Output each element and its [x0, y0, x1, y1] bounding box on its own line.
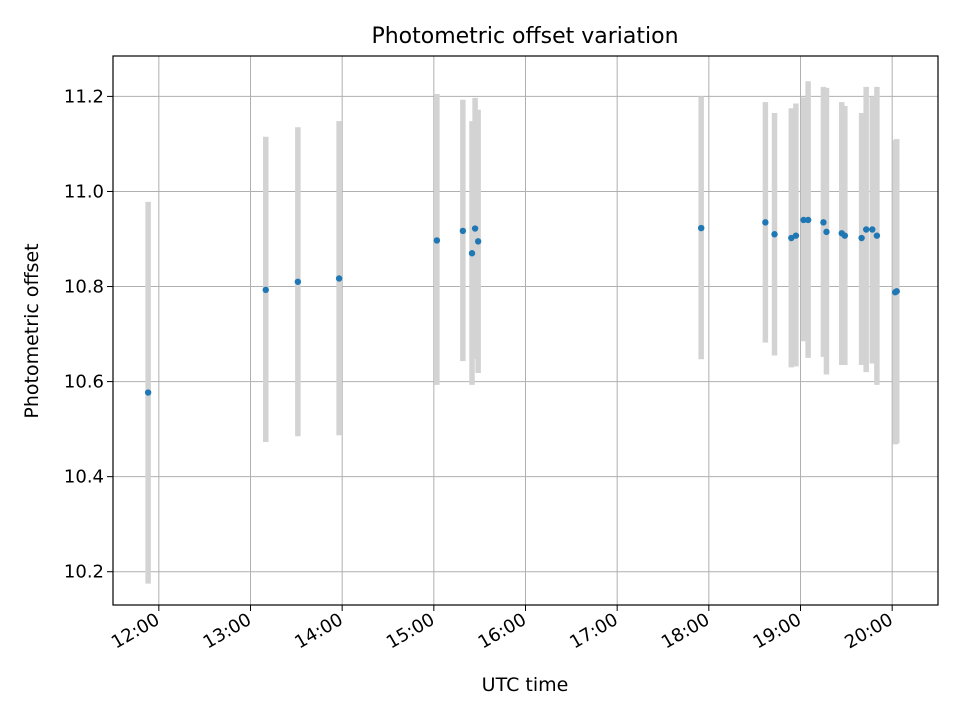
x-tick-label: 17:00 — [566, 609, 621, 653]
y-tick-label: 11.0 — [64, 181, 104, 202]
data-point — [474, 238, 482, 245]
x-tick-label: 14:00 — [291, 609, 346, 653]
data-point — [862, 226, 870, 233]
x-tick-label: 19:00 — [750, 609, 805, 653]
y-tick-label: 10.4 — [64, 467, 104, 488]
data-point — [433, 237, 441, 244]
grid — [113, 56, 938, 605]
data-point — [459, 227, 467, 235]
y-axis-label: Photometric offset — [21, 243, 43, 418]
x-tick-label: 16:00 — [475, 609, 530, 653]
x-tick-label: 18:00 — [658, 609, 713, 653]
y-tick-label: 10.2 — [64, 562, 104, 583]
data-point — [869, 226, 876, 233]
x-tick-label: 15:00 — [383, 609, 438, 653]
x-axis-label: UTC time — [482, 674, 569, 696]
data-point — [335, 275, 343, 282]
chart-title: Photometric offset variation — [371, 24, 678, 49]
data-point — [800, 216, 807, 224]
x-tick-label: 20:00 — [841, 609, 896, 653]
error-bars — [145, 81, 900, 584]
data-point — [873, 232, 881, 239]
x-tick-label: 12:00 — [108, 609, 163, 653]
y-tick-label: 10.8 — [64, 277, 104, 298]
data-point — [804, 216, 812, 224]
y-tick-label: 11.2 — [64, 86, 104, 107]
data-point — [841, 232, 849, 239]
data-point — [471, 225, 479, 232]
data-point — [294, 278, 302, 285]
x-tick-label: 13:00 — [200, 609, 255, 653]
data-point — [262, 286, 269, 294]
data-points — [144, 216, 900, 396]
data-point — [762, 219, 769, 226]
data-point — [468, 250, 476, 257]
data-point — [144, 389, 152, 396]
y-tick-label: 10.6 — [64, 372, 104, 393]
data-point — [858, 234, 865, 242]
data-point — [893, 288, 900, 295]
data-point — [820, 219, 827, 226]
data-point — [792, 232, 800, 239]
data-point — [771, 231, 778, 238]
data-point — [697, 224, 705, 232]
data-point — [823, 228, 830, 236]
